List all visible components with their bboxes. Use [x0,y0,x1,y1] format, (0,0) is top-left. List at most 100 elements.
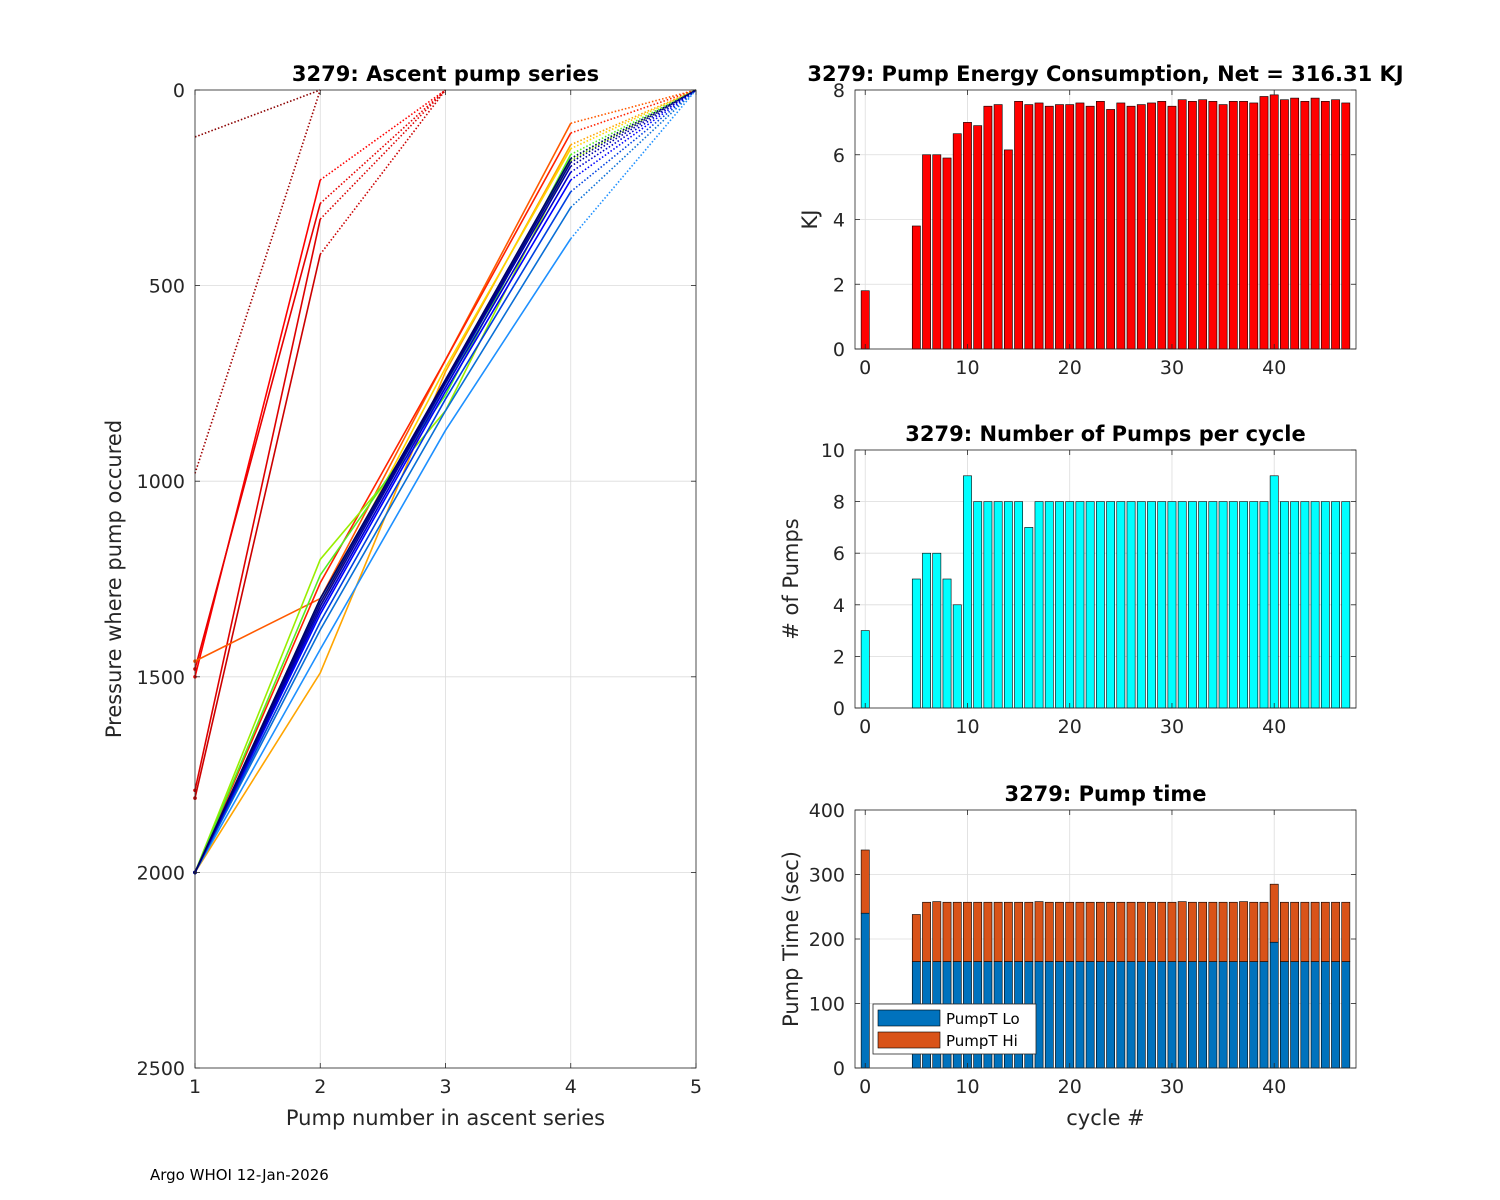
bar-segment [1239,901,1248,962]
bar [1239,501,1248,709]
bar-segment [1188,961,1197,1069]
legend-swatch [877,1031,941,1049]
bar-segment [1228,901,1238,962]
x-tick-label: 30 [1160,1076,1184,1098]
bar [1147,102,1156,350]
x-tick-label: 10 [955,716,979,738]
bar-segment [1116,901,1126,962]
series-line [194,179,572,873]
x-tick-label: 40 [1262,357,1286,379]
x-tick-label: 20 [1058,716,1082,738]
bar [1177,501,1187,709]
bar-segment [1249,961,1259,1069]
bar [993,104,1003,350]
y-tick-label: 0 [173,80,185,102]
bar [993,501,1003,709]
series-line [194,171,572,873]
bar-segment [1136,961,1146,1069]
chart-title: 3279: Pump time [1004,782,1206,806]
x-axis-label: cycle # [1066,1106,1145,1130]
bar [1300,101,1310,350]
bar [983,501,993,709]
series-line [194,132,572,873]
bar [1310,501,1320,709]
x-tick-label: 2 [314,1076,326,1098]
bar [1065,501,1075,709]
bar [932,154,942,350]
x-tick-label: 1 [189,1076,201,1098]
bar [1249,102,1259,350]
bar [1320,501,1330,709]
bar-segment [1126,901,1136,962]
bar [1106,109,1116,350]
bar [942,578,952,709]
y-axis-label: KJ [798,210,822,230]
bar [1320,101,1330,350]
series-dotted-line [319,89,447,255]
series-dotted-line [570,89,697,134]
bar-segment [1341,961,1351,1069]
bar-segment [1065,901,1075,962]
axes-box [854,449,1357,709]
bar-segment [1239,961,1248,1069]
x-tick-label: 30 [1160,716,1184,738]
bar [1003,501,1013,709]
chart-title: 3279: Pump Energy Consumption, Net = 316… [807,62,1403,86]
bar-segment [1259,901,1269,962]
bar [1218,104,1228,350]
bar [1208,101,1218,350]
bar-segment [1331,961,1340,1069]
bar-segment [1290,961,1300,1069]
y-tick-label: 4 [833,210,845,232]
pump-count-chart: 0 10 20 30 40 0 2 4 6 8 10 3279: Number of Pumps pe… [779,422,1357,738]
bar-segment [942,901,952,962]
bar [1085,105,1095,350]
y-axis-label: Pressure where pump occured [102,420,126,738]
bar [963,122,972,350]
series-dotted-line [570,89,697,193]
bar [1290,501,1300,709]
bar-segment [952,901,962,962]
series-line [194,122,572,662]
bar [952,133,962,350]
bar-segment [1044,901,1054,962]
bar [983,105,993,350]
bar-segment [1126,961,1136,1069]
bar [1044,501,1054,709]
bar [1290,97,1300,350]
bar-segment [1310,961,1320,1069]
footer-credit: Argo WHOI 12-Jan-2026 [150,1166,329,1184]
series-dotted-line [570,89,697,173]
bar-segment [1208,901,1218,962]
bar [1055,501,1064,709]
y-tick-label: 400 [809,800,845,822]
bar-segment [1198,901,1208,962]
bar [1259,96,1269,350]
bar [1280,99,1289,350]
bar-segment [1280,901,1289,962]
series-line [194,254,322,799]
series-dotted-line [570,89,697,156]
bar-segment [1249,901,1259,962]
x-tick-label: 10 [955,357,979,379]
bar [1065,104,1075,350]
y-tick-label: 2 [833,646,845,668]
bar [1310,97,1320,350]
bar-segment [1177,961,1187,1069]
bar [1157,501,1167,709]
bar-segment [1085,961,1095,1069]
y-tick-label: 2 [833,274,845,296]
y-tick-label: 100 [809,994,845,1016]
bar-segment [1095,961,1105,1069]
y-tick-label: 1000 [137,471,185,493]
bar-segment [1024,901,1034,962]
bar [1014,501,1023,709]
bar [1075,501,1085,709]
ascent-pump-chart: 1 2 3 4 5 0 500 1000 1500 2000 2500 3279: Ascent pu… [102,62,702,1130]
bar-segment [963,901,972,962]
x-tick-label: 0 [859,1076,871,1098]
bar [1075,102,1085,350]
bar [1280,501,1289,709]
